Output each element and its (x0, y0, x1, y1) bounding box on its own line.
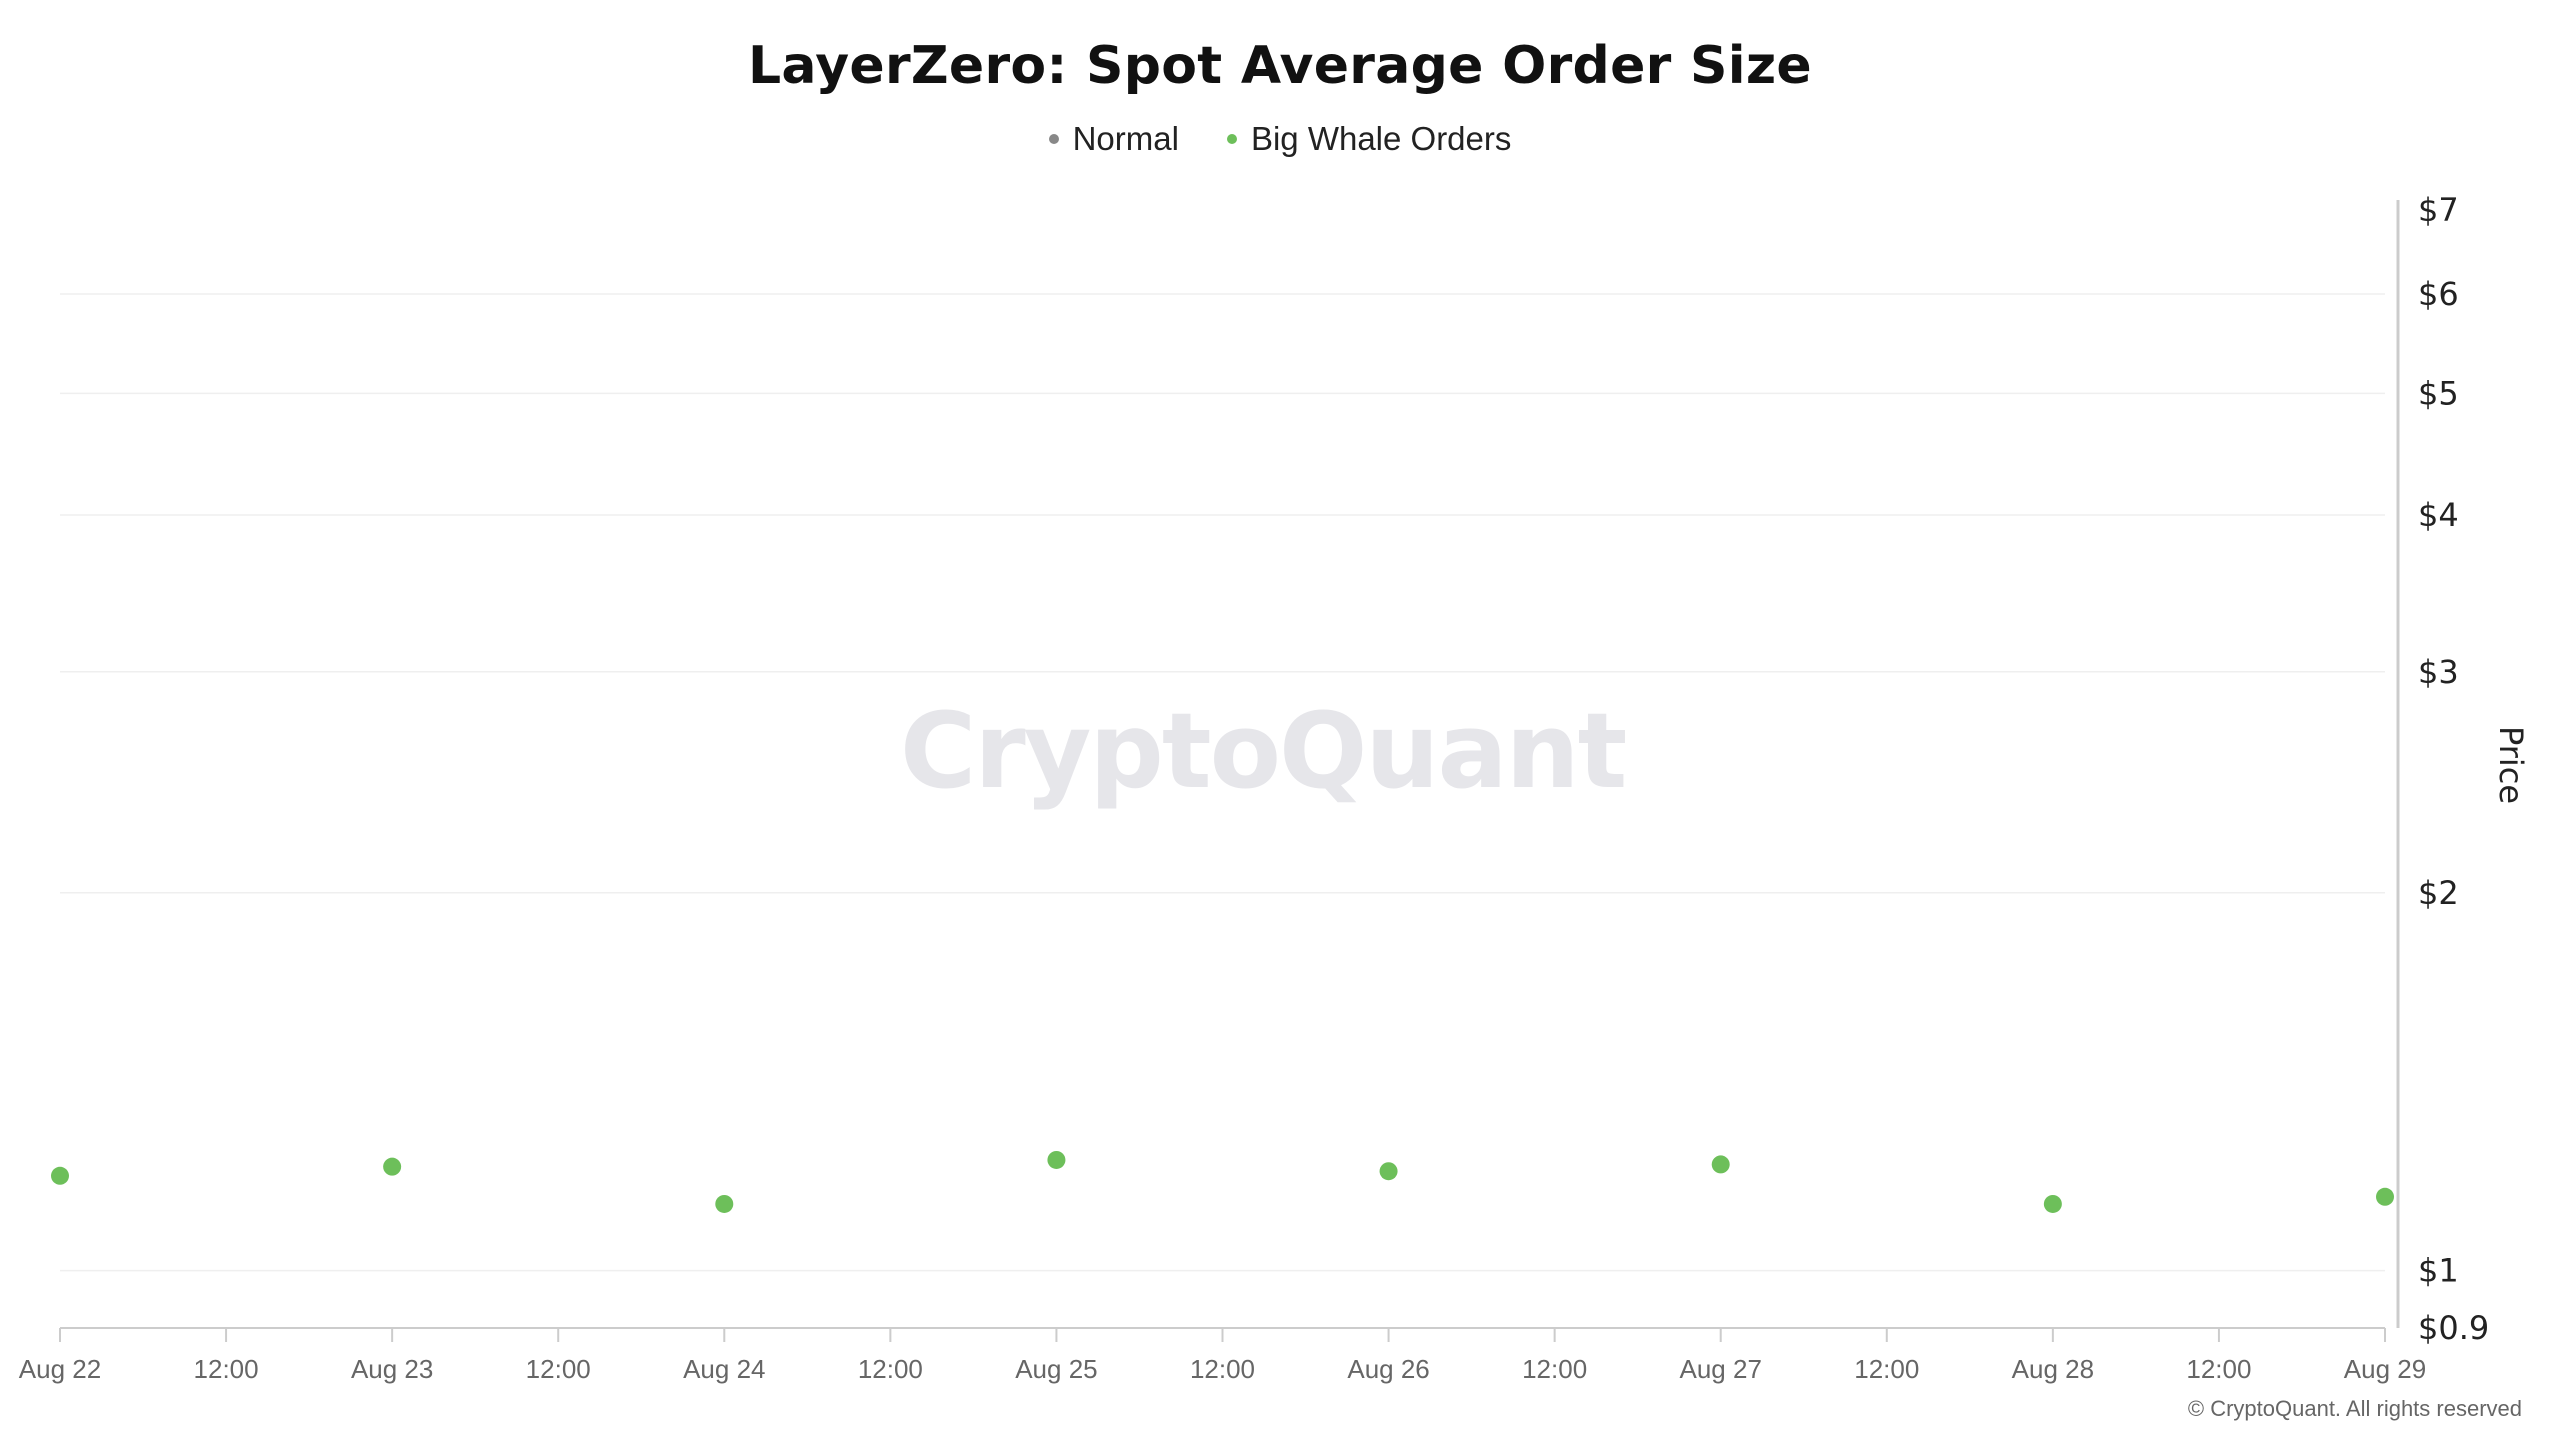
x-tick-label: Aug 25 (1015, 1354, 1097, 1384)
data-point (1047, 1150, 1066, 1169)
y-tick-label: $5 (2418, 374, 2459, 412)
data-point (2043, 1194, 2062, 1213)
y-tick-label: $1 (2418, 1252, 2459, 1290)
watermark-logo: CryptoQuant (900, 690, 1627, 812)
x-tick-label: Aug 22 (19, 1354, 101, 1384)
legend-dot-big-whale-orders (1226, 134, 1237, 144)
x-tick-label: 12:00 (2186, 1354, 2251, 1384)
y-tick-label: $6 (2418, 275, 2459, 313)
copyright-footer: © CryptoQuant. All rights reserved (2187, 1396, 2522, 1421)
legend-item-normal[interactable]: Normal (1048, 120, 1179, 158)
chart-title: LayerZero: Spot Average Order Size (747, 36, 1812, 96)
data-point (2376, 1187, 2394, 1206)
x-tick-label: Aug 29 (2344, 1354, 2426, 1384)
legend: Normal Big Whale Orders (0, 120, 2560, 158)
data-point (1711, 1155, 1730, 1174)
x-tick-label: Aug 24 (683, 1354, 765, 1384)
legend-dot-normal (1048, 134, 1059, 144)
legend-label-normal: Normal (1072, 120, 1179, 157)
legend-label-big-whale-orders: Big Whale Orders (1250, 120, 1512, 157)
x-tick-label: Aug 26 (1347, 1354, 1429, 1384)
x-tick-label: Aug 27 (1680, 1354, 1762, 1384)
x-tick-label: 12:00 (194, 1354, 259, 1384)
legend-item-big-whale-orders[interactable]: Big Whale Orders (1226, 120, 1512, 158)
y-tick-label: $7 (2418, 191, 2459, 229)
x-tick-label: 12:00 (526, 1354, 591, 1384)
y-axis-title: Price (2492, 726, 2530, 804)
data-point (1379, 1162, 1398, 1181)
data-point (51, 1166, 69, 1185)
x-tick-label: Aug 28 (2012, 1354, 2094, 1384)
x-tick-label: 12:00 (1190, 1354, 1255, 1384)
x-tick-label: Aug 23 (351, 1354, 433, 1384)
x-tick-label: 12:00 (1854, 1354, 1919, 1384)
data-point (715, 1194, 734, 1213)
x-tick-label: 12:00 (858, 1354, 923, 1384)
y-tick-label: $0.9 (2418, 1309, 2489, 1347)
x-tick-label: 12:00 (1522, 1354, 1587, 1384)
y-tick-label: $4 (2418, 496, 2459, 534)
y-tick-label: $2 (2418, 874, 2459, 912)
data-point (383, 1157, 402, 1176)
y-tick-label: $3 (2418, 653, 2459, 691)
